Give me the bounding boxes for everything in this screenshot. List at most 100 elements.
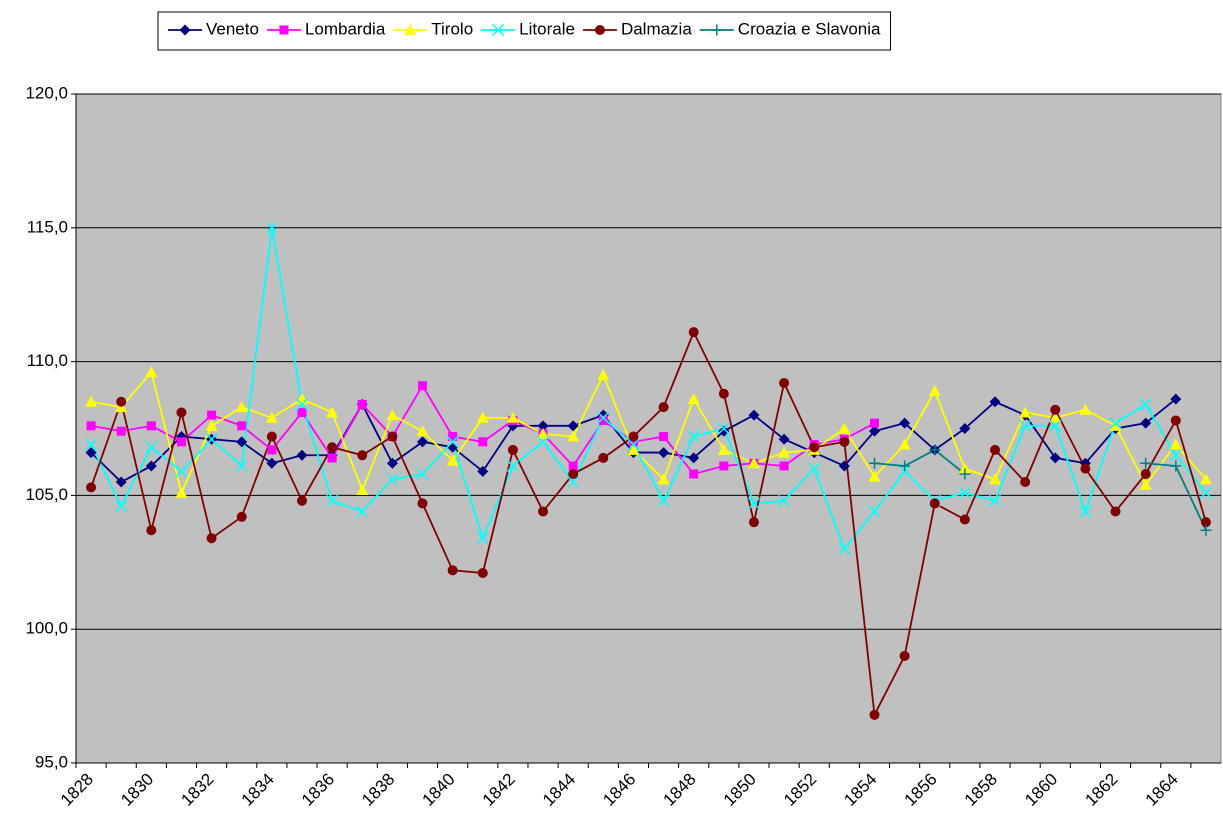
marker xyxy=(779,461,789,471)
y-tick-label: 95,0 xyxy=(35,752,68,771)
marker xyxy=(1170,415,1181,426)
marker xyxy=(869,418,879,428)
marker xyxy=(1170,460,1182,472)
marker xyxy=(1140,417,1152,429)
marker xyxy=(1080,463,1091,474)
marker xyxy=(1169,438,1182,450)
marker xyxy=(958,462,971,474)
marker xyxy=(85,395,98,407)
marker xyxy=(1199,486,1212,499)
marker xyxy=(86,482,97,493)
marker xyxy=(266,457,278,469)
legend-label: Litorale xyxy=(519,19,575,38)
y-tick-label: 105,0 xyxy=(25,485,68,504)
marker xyxy=(899,417,911,429)
x-tick-label: 1852 xyxy=(780,770,820,810)
x-tick-label: 1846 xyxy=(599,770,639,810)
marker xyxy=(597,368,610,380)
marker xyxy=(356,484,369,496)
marker xyxy=(1139,478,1152,490)
marker xyxy=(628,431,639,442)
marker xyxy=(1019,406,1032,418)
marker xyxy=(657,494,670,507)
marker xyxy=(279,25,289,35)
marker xyxy=(145,460,157,472)
marker xyxy=(989,396,1001,408)
marker xyxy=(506,459,519,472)
marker xyxy=(386,457,398,469)
marker xyxy=(658,447,670,459)
marker xyxy=(446,454,459,466)
marker xyxy=(266,431,277,442)
marker xyxy=(868,425,880,437)
marker xyxy=(477,465,489,477)
marker xyxy=(748,409,760,421)
marker xyxy=(959,514,970,525)
marker xyxy=(838,460,850,472)
x-tick-label: 1842 xyxy=(479,770,519,810)
marker xyxy=(476,532,489,545)
marker xyxy=(928,385,941,397)
marker xyxy=(778,433,790,445)
marker xyxy=(990,444,1001,455)
marker xyxy=(145,441,158,454)
marker xyxy=(296,449,308,461)
marker xyxy=(146,525,157,536)
marker xyxy=(778,494,791,507)
marker xyxy=(1140,468,1151,479)
series-line xyxy=(90,329,1207,718)
marker xyxy=(1049,452,1061,464)
legend-label: Croazia e Slavonia xyxy=(738,19,881,38)
marker xyxy=(179,24,191,36)
x-tick-label: 1830 xyxy=(117,770,157,810)
x-tick-label: 1856 xyxy=(901,770,941,810)
marker xyxy=(116,396,127,407)
marker xyxy=(478,437,488,447)
marker xyxy=(988,494,1002,507)
marker xyxy=(628,437,638,447)
legend-label: Lombardia xyxy=(305,19,386,38)
marker xyxy=(958,486,971,499)
y-tick-label: 110,0 xyxy=(27,351,68,370)
legend-label: Tirolo xyxy=(431,19,473,38)
marker xyxy=(418,381,428,391)
x-tick-label: 1862 xyxy=(1081,770,1121,810)
marker xyxy=(838,542,851,555)
marker xyxy=(868,470,881,482)
marker xyxy=(688,327,699,338)
y-tick-label: 120,0 xyxy=(25,83,68,102)
marker xyxy=(236,511,247,522)
series-markers xyxy=(85,366,1212,498)
marker xyxy=(1079,505,1092,518)
marker xyxy=(719,461,729,471)
marker xyxy=(116,426,126,436)
marker xyxy=(327,453,337,463)
x-tick-label: 1828 xyxy=(57,770,97,810)
marker xyxy=(1169,449,1182,462)
marker xyxy=(236,436,248,448)
marker xyxy=(717,443,730,455)
marker xyxy=(386,473,399,486)
marker xyxy=(85,447,97,459)
y-tick-label: 115,0 xyxy=(27,217,68,236)
marker xyxy=(237,421,247,431)
marker xyxy=(778,446,791,458)
marker xyxy=(868,505,881,518)
marker xyxy=(326,494,339,507)
marker xyxy=(1019,419,1032,432)
marker xyxy=(448,432,458,442)
series-markers xyxy=(868,444,1212,536)
marker xyxy=(115,500,128,513)
marker xyxy=(1110,506,1121,517)
marker xyxy=(235,459,248,472)
marker xyxy=(717,422,730,435)
marker xyxy=(326,406,339,418)
marker xyxy=(265,411,278,423)
x-tick-label: 1840 xyxy=(418,770,458,810)
marker xyxy=(658,402,669,413)
marker xyxy=(959,423,971,434)
marker xyxy=(537,427,550,439)
marker xyxy=(1139,398,1152,411)
marker xyxy=(176,437,186,447)
